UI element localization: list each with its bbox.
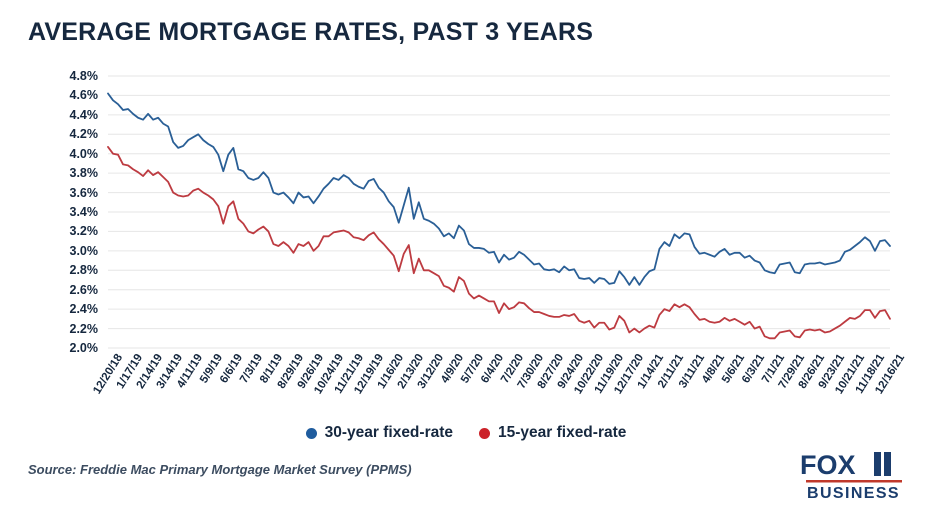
y-axis-tick: 4.2%	[69, 127, 99, 142]
y-axis-tick: 3.6%	[69, 185, 99, 200]
y-axis-tick: 4.0%	[69, 146, 99, 161]
fox-business-logo-svg: FOX BUSINESS	[800, 450, 902, 502]
logo-slash-2	[884, 452, 891, 476]
series-line-1	[107, 146, 891, 340]
y-axis-labels: 4.8% 4.6% 4.4% 4.2% 4.0% 3.8% 3.6% 3.4% 3.2% 3.0%…	[0, 60, 104, 360]
legend-item[interactable]: 15-year fixed-rate	[479, 424, 626, 442]
y-axis-tick: 2.8%	[69, 263, 99, 278]
y-axis-tick: 2.4%	[69, 302, 99, 317]
y-axis-tick: 2.6%	[69, 282, 99, 297]
legend-dot-icon	[305, 427, 317, 439]
logo-slash-1	[874, 452, 881, 476]
series-line-0	[107, 92, 891, 286]
y-axis-tick: 2.2%	[69, 321, 99, 336]
legend-dot-icon	[479, 427, 490, 439]
y-axis-tick: 4.8%	[69, 69, 99, 83]
logo-red-rule	[806, 480, 902, 483]
y-axis-tick: 3.4%	[69, 205, 99, 219]
y-axis-tick: 3.2%	[69, 224, 99, 239]
logo-business-text: BUSINESS	[807, 485, 900, 502]
legend-item[interactable]: 30-year fixed-rate	[305, 424, 453, 442]
source-note: Source: Freddie Mac Primary Mortgage Mar…	[28, 462, 412, 477]
chart-plot-area	[0, 60, 932, 360]
y-axis-tick: 4.6%	[69, 88, 99, 103]
y-axis-tick: 2.0%	[69, 341, 99, 355]
legend-label: 30-year fixed-rate	[324, 424, 453, 441]
y-axis-tick: 3.8%	[69, 166, 99, 181]
fox-business-logo: FOX BUSINESS	[798, 448, 910, 504]
page-title: AVERAGE MORTGAGE RATES, PAST 3 YEARS	[28, 18, 594, 46]
legend-label: 15-year fixed-rate	[498, 424, 627, 441]
y-axis-tick: 3.0%	[69, 243, 99, 258]
line-chart-svg	[107, 75, 891, 349]
chart-legend: 30-year fixed-rate 15-year fixed-rate	[0, 424, 932, 442]
y-axis-tick: 4.4%	[69, 107, 99, 122]
x-axis-labels: 12/20/18 1/17/19 2/14/19 3/14/19 4/11/19 5/9/…	[0, 352, 932, 422]
logo-fox-text: FOX	[800, 450, 856, 480]
